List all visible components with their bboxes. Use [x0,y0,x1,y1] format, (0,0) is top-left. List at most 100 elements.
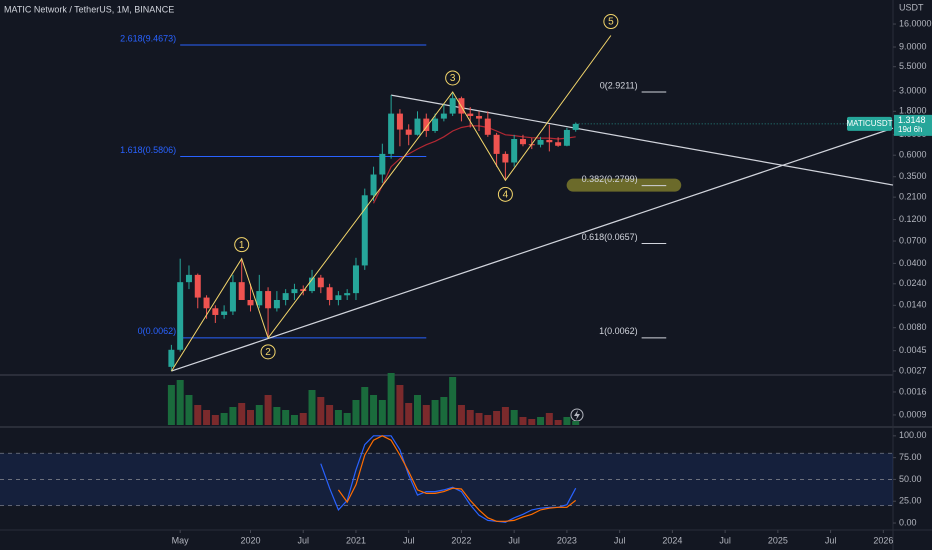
y-tick-label: 50.00 [899,474,922,484]
candle-body [414,118,421,135]
volume-bar [510,410,518,425]
volume-bar [493,411,501,425]
volume-bar [317,397,325,425]
wave-label: 1 [239,240,245,251]
volume-bar [308,390,316,425]
trendline [391,94,894,186]
x-tick-label: 2022 [451,535,471,545]
volume-bar [282,410,290,425]
candle-body [265,291,272,309]
fib-label: 1.618(0.5806) [120,145,176,155]
wave-marker [445,70,461,86]
candle-body [309,277,316,292]
candle-body [379,153,386,175]
y-tick-label: 16.0000 [899,18,932,28]
y-tick-label: 0.2100 [899,192,927,202]
candle-body [493,134,500,154]
price-tag-countdown: 19d 6h [898,125,922,134]
y-tick-label: 0.0140 [899,300,927,310]
volume-bar [229,407,237,425]
y-tick-label: 0.00 [899,517,917,527]
fib-label: 2.618(9.4673) [120,33,176,43]
price-tag [894,114,932,136]
x-tick-label: Jul [508,535,520,545]
volume-bar [484,415,492,425]
fib-label: 0.382(0.2799) [582,174,638,184]
candle-body [502,153,509,163]
candle-body [352,265,359,294]
volume-bar [370,395,378,425]
volume-bar [422,405,430,425]
x-tick-label: Jul [614,535,626,545]
volume-bar [449,377,457,425]
candle-body [168,349,175,367]
candle-body [229,282,236,312]
candle-body [177,282,184,350]
candle-body [185,274,192,283]
x-tick-label: 2026 [873,535,893,545]
volume-bar [396,385,404,425]
lightning-icon[interactable] [570,408,584,422]
volume-bar [299,413,307,425]
volume-bar [167,385,175,425]
candle-body [388,113,395,154]
indicator-line [320,435,577,523]
volume-bar [264,395,272,425]
candle-body [432,118,439,131]
candle-body [467,113,474,117]
x-tick-label: Jul [403,535,415,545]
symbol-title: MATIC Network / TetherUS, 1M, BINANCE [4,4,174,14]
candle-body [282,293,289,300]
volume-bar [220,413,228,425]
volume-bar [176,380,184,425]
volume-bar [554,420,562,425]
volume-bar [466,410,474,425]
indicator-line [337,435,577,522]
x-tick-label: Jul [297,535,309,545]
volume-bar [273,407,281,425]
candle-body [194,274,201,298]
elliott-wave [170,35,612,372]
candle-body [291,289,298,294]
y-tick-label: 0.0700 [899,235,927,245]
moving-average [372,125,576,204]
y-tick-label: 9.0000 [899,41,927,51]
wave-label: 5 [608,17,614,28]
x-tick-label: 2020 [240,535,260,545]
y-tick-label: 0.0016 [899,386,927,396]
volume-bar [431,400,439,425]
candle-body [537,139,544,145]
candle-body [300,289,307,292]
y-tick-label: 0.1200 [899,214,927,224]
fib-highlight [566,178,682,192]
volume-bar [572,421,580,425]
volume-bar [194,405,202,425]
candle-body [212,308,219,315]
volume-bar [545,413,553,425]
volume-bar [413,395,421,425]
candle-body [546,139,553,143]
wave-marker [603,14,619,30]
volume-bar [475,413,483,425]
x-tick-label: 2025 [768,535,788,545]
y-tick-label: 0.0400 [899,258,927,268]
candle-body [326,287,333,300]
fib-label: 0.618(0.0657) [582,232,638,242]
volume-bar [537,417,545,425]
volume-bar [255,405,263,425]
candle-body [405,129,412,135]
wave-label: 2 [265,347,271,358]
y-tick-label: 0.0009 [899,409,927,419]
volume-bar [440,397,448,425]
x-tick-label: 2024 [662,535,682,545]
indicator-band [0,453,893,506]
x-tick-label: Jul [825,535,837,545]
x-tick-label: 2021 [346,535,366,545]
price-unit: USDT [899,2,924,12]
fib-label: 0(2.9211) [600,80,638,90]
volume-bar [519,417,527,425]
y-tick-label: 1.8000 [899,106,927,116]
candle-body [572,123,579,130]
y-tick-label: 0.0045 [899,345,927,355]
